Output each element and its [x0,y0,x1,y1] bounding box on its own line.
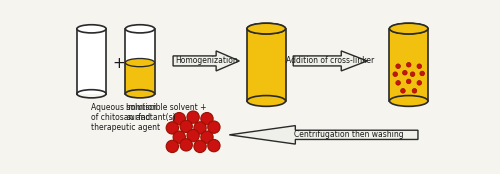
Ellipse shape [247,23,286,34]
Ellipse shape [390,23,428,34]
Ellipse shape [208,139,220,152]
Bar [126,63,154,94]
Ellipse shape [180,120,192,133]
Ellipse shape [126,90,154,98]
Ellipse shape [396,64,400,69]
Ellipse shape [166,122,178,134]
Ellipse shape [390,96,428,106]
Bar [77,29,106,94]
Ellipse shape [201,131,213,143]
Bar [247,29,286,101]
Text: Centrifugation then washing: Centrifugation then washing [294,130,404,139]
Ellipse shape [400,89,405,93]
Text: Homogenization: Homogenization [175,56,238,65]
Ellipse shape [126,58,154,67]
Polygon shape [173,51,240,71]
Ellipse shape [417,64,422,69]
Ellipse shape [417,81,422,85]
Polygon shape [293,51,367,71]
Ellipse shape [126,25,154,33]
Text: +: + [112,56,125,71]
Ellipse shape [194,122,206,134]
Bar [247,29,286,101]
Ellipse shape [180,139,192,151]
Ellipse shape [420,71,424,76]
Ellipse shape [406,79,411,84]
Ellipse shape [396,81,400,85]
Ellipse shape [406,62,411,67]
Ellipse shape [77,25,106,33]
Ellipse shape [201,113,213,125]
Bar [390,29,428,101]
Ellipse shape [187,111,200,123]
Bar [126,29,154,94]
Ellipse shape [166,140,178,153]
Ellipse shape [410,72,415,77]
Ellipse shape [402,70,407,75]
Ellipse shape [173,131,186,143]
Ellipse shape [412,89,417,93]
Ellipse shape [247,23,286,34]
Ellipse shape [390,23,428,34]
Ellipse shape [173,113,186,125]
Bar [390,29,428,101]
Ellipse shape [208,121,220,133]
Text: Addition of cross-linker: Addition of cross-linker [286,56,374,65]
Text: Aqueous solution
of chitosan and
therapeutic agent: Aqueous solution of chitosan and therape… [92,102,160,132]
Ellipse shape [194,140,206,153]
Ellipse shape [247,96,286,106]
Polygon shape [230,126,418,144]
Ellipse shape [393,72,398,77]
Text: Immiscible solvent +
surfactant(s): Immiscible solvent + surfactant(s) [126,102,206,122]
Ellipse shape [187,129,200,142]
